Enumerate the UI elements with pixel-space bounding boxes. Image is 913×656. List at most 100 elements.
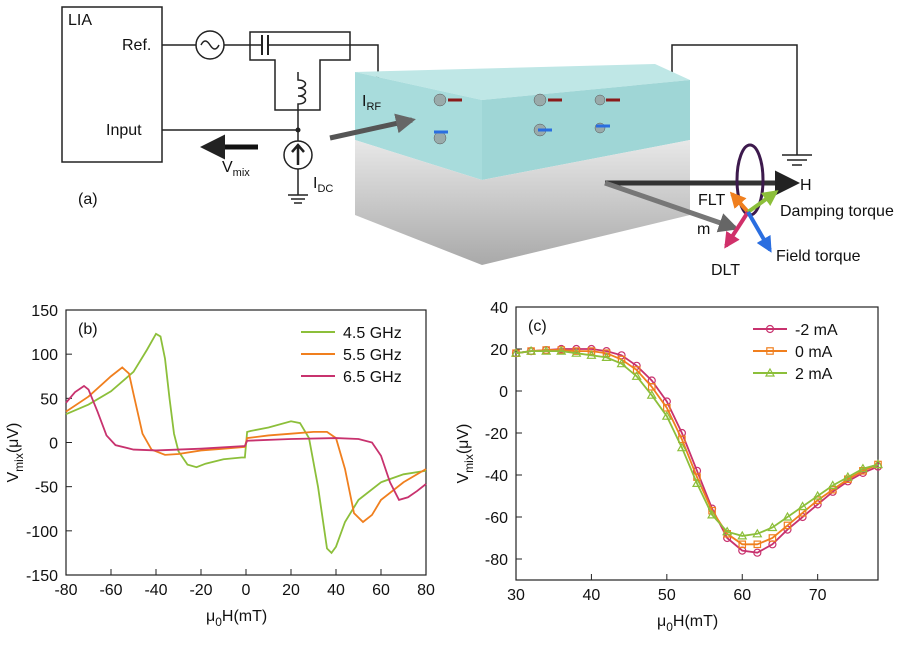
- marker: [827, 480, 838, 490]
- marker: [857, 463, 868, 473]
- marker: [782, 511, 793, 521]
- marker: [872, 459, 884, 469]
- axis-label: Vmix(μV): [455, 424, 476, 484]
- flt-arrow: [729, 191, 750, 214]
- lia-box: [61, 6, 163, 163]
- irf-arrow: [329, 113, 416, 141]
- axis-label-part: H(mT): [673, 613, 718, 630]
- axis-label-part: H(mT): [222, 608, 267, 625]
- y-tick-label: 0: [499, 384, 508, 401]
- legend-label: 5.5 GHz: [343, 347, 402, 364]
- m-vector: [604, 180, 739, 233]
- legend-label: -2 mA: [795, 322, 838, 339]
- marker: [766, 347, 774, 355]
- x-tick-label: 40: [327, 582, 345, 599]
- marker: [646, 389, 657, 399]
- axis-label-part: mix: [12, 453, 26, 472]
- x-tick-label: 60: [733, 587, 751, 604]
- x-tick-label: 30: [507, 587, 525, 604]
- y-tick-label: -50: [35, 480, 58, 497]
- axis-label-part: (μV): [5, 423, 22, 454]
- legend-label: 4.5 GHz: [343, 325, 402, 342]
- marker: [587, 347, 596, 355]
- marker: [541, 345, 552, 355]
- marker: [707, 509, 718, 519]
- y-tick-label: -20: [485, 426, 508, 443]
- diagram: LIA Ref. Input Vmix IDC (a): [61, 6, 894, 279]
- marker: [737, 530, 748, 540]
- node: [295, 127, 301, 133]
- marker: [753, 540, 762, 549]
- axis-label-part: mix: [462, 454, 476, 473]
- y-tick-label: 50: [40, 391, 58, 408]
- ref-label: Ref.: [122, 37, 151, 54]
- marker: [601, 352, 612, 361]
- panel-label: (c): [528, 318, 547, 335]
- marker: [765, 324, 775, 334]
- damping-arrow: [746, 190, 779, 214]
- marker: [722, 526, 733, 536]
- marker: [571, 347, 582, 357]
- plot-frame: [515, 306, 879, 581]
- marker: [572, 347, 581, 355]
- axis-label-part: V: [455, 473, 472, 484]
- marker: [676, 442, 687, 452]
- series-line: [515, 350, 879, 537]
- axis-label-part: μ: [206, 608, 215, 625]
- x-tick-label: 0: [242, 582, 251, 599]
- y-tick-label: 0: [49, 436, 58, 453]
- panel-a: (a): [78, 191, 98, 208]
- x-tick-label: -80: [54, 582, 77, 599]
- x-tick-label: 60: [372, 582, 390, 599]
- idc-main: I: [313, 175, 317, 192]
- x-tick-label: 20: [282, 582, 300, 599]
- series-line: [65, 384, 427, 501]
- marker: [691, 478, 703, 487]
- y-tick-label: 20: [490, 342, 508, 359]
- x-tick-label: 80: [417, 582, 435, 599]
- idc-sub: DC: [317, 183, 333, 195]
- marker: [767, 522, 778, 532]
- h-label: H: [800, 177, 812, 194]
- marker: [602, 349, 611, 358]
- y-tick-label: 150: [31, 303, 58, 320]
- marker: [797, 501, 808, 511]
- y-tick-label: -100: [26, 524, 58, 541]
- x-tick-label: -60: [99, 582, 122, 599]
- irf-label: IRF: [362, 93, 381, 113]
- axis-label-part: (μV): [455, 424, 472, 455]
- x-tick-label: -20: [189, 582, 212, 599]
- marker: [783, 521, 792, 530]
- input-label: Input: [106, 122, 142, 139]
- vmix-label: Vmix: [222, 159, 250, 179]
- m-label: m: [697, 221, 710, 238]
- axis-label: μ0H(mT): [657, 613, 718, 634]
- x-tick-label: 50: [658, 587, 676, 604]
- y-tick-label: -80: [485, 552, 508, 569]
- marker: [617, 355, 626, 364]
- x-tick-label: 70: [809, 587, 827, 604]
- x-tick-label: -40: [144, 582, 167, 599]
- legend-label: 0 mA: [795, 344, 833, 361]
- marker: [586, 350, 597, 359]
- circuit: [162, 30, 812, 204]
- axis-label-part: μ: [657, 613, 666, 630]
- marker: [768, 534, 777, 542]
- legend-label: 6.5 GHz: [343, 369, 402, 386]
- marker: [556, 345, 567, 355]
- damping-label: Damping torque: [780, 203, 894, 220]
- sample: [355, 64, 690, 265]
- x-tick-label: 40: [583, 587, 601, 604]
- marker: [764, 367, 776, 377]
- axis-label-part: 0: [215, 615, 222, 629]
- y-tick-label: -60: [485, 510, 508, 527]
- y-tick-label: -40: [485, 468, 508, 485]
- series-line: [515, 349, 879, 546]
- marker: [812, 490, 823, 500]
- lia-label: LIA: [68, 12, 92, 29]
- marker: [616, 358, 627, 368]
- irf-main: I: [362, 93, 366, 110]
- idc-label: IDC: [313, 175, 333, 195]
